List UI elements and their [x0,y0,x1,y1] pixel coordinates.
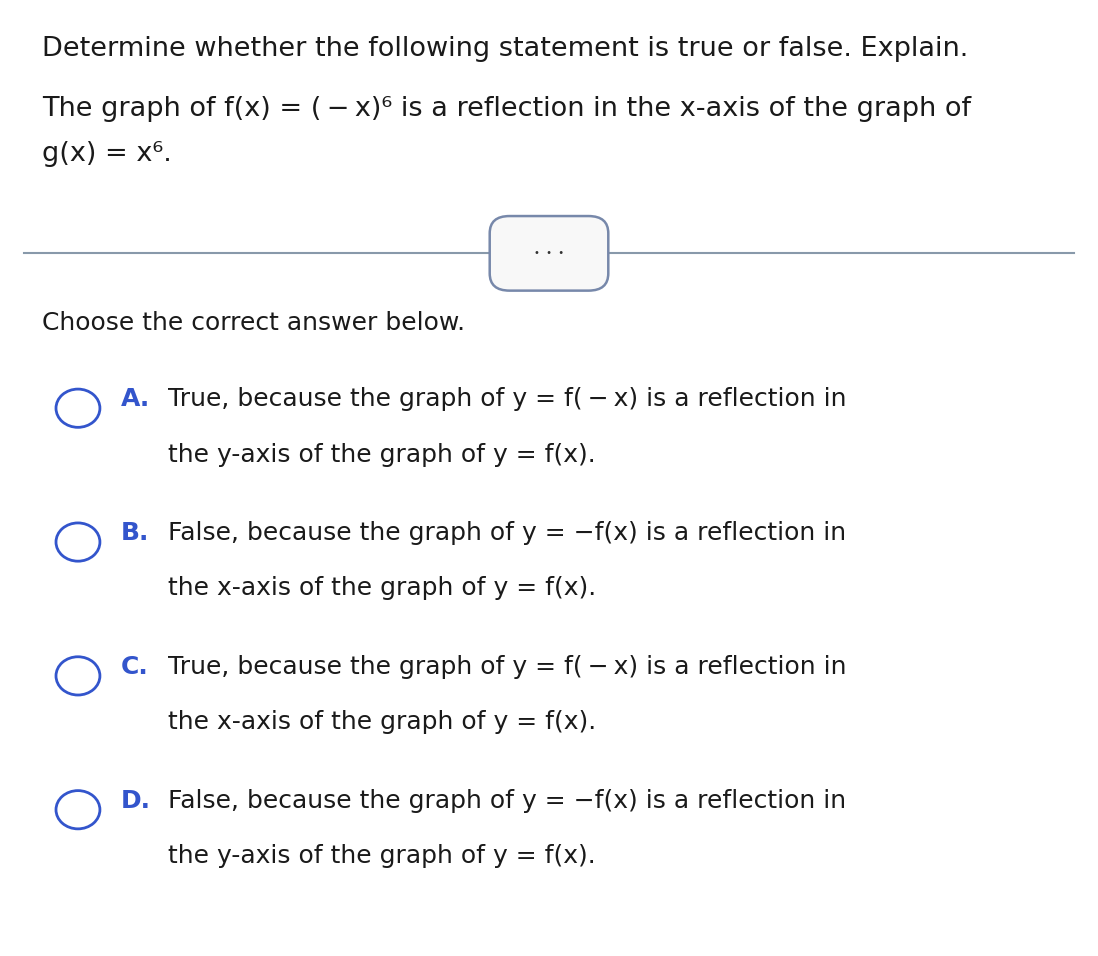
Text: Determine whether the following statement is true or false. Explain.: Determine whether the following statemen… [42,36,968,62]
Text: False, because the graph of y = −f(x) is a reflection in: False, because the graph of y = −f(x) is… [168,789,847,813]
Text: False, because the graph of y = −f(x) is a reflection in: False, because the graph of y = −f(x) is… [168,521,847,545]
Text: True, because the graph of y = f( − x) is a reflection in: True, because the graph of y = f( − x) i… [168,387,847,411]
Text: A.: A. [121,387,150,411]
Text: C.: C. [121,655,148,679]
Text: the x-axis of the graph of y = f(x).: the x-axis of the graph of y = f(x). [168,710,596,734]
Text: the y-axis of the graph of y = f(x).: the y-axis of the graph of y = f(x). [168,844,596,868]
Text: True, because the graph of y = f( − x) is a reflection in: True, because the graph of y = f( − x) i… [168,655,847,679]
Text: g(x) = x⁶.: g(x) = x⁶. [42,141,171,167]
Text: the y-axis of the graph of y = f(x).: the y-axis of the graph of y = f(x). [168,443,596,467]
FancyBboxPatch shape [490,216,608,291]
Text: The graph of f(x) = ( − x)⁶ is a reflection in the x-axis of the graph of: The graph of f(x) = ( − x)⁶ is a reflect… [42,96,971,121]
Text: Choose the correct answer below.: Choose the correct answer below. [42,311,464,335]
Text: B.: B. [121,521,149,545]
Text: D.: D. [121,789,150,813]
Text: •  •  •: • • • [534,249,564,258]
Text: the x-axis of the graph of y = f(x).: the x-axis of the graph of y = f(x). [168,576,596,600]
